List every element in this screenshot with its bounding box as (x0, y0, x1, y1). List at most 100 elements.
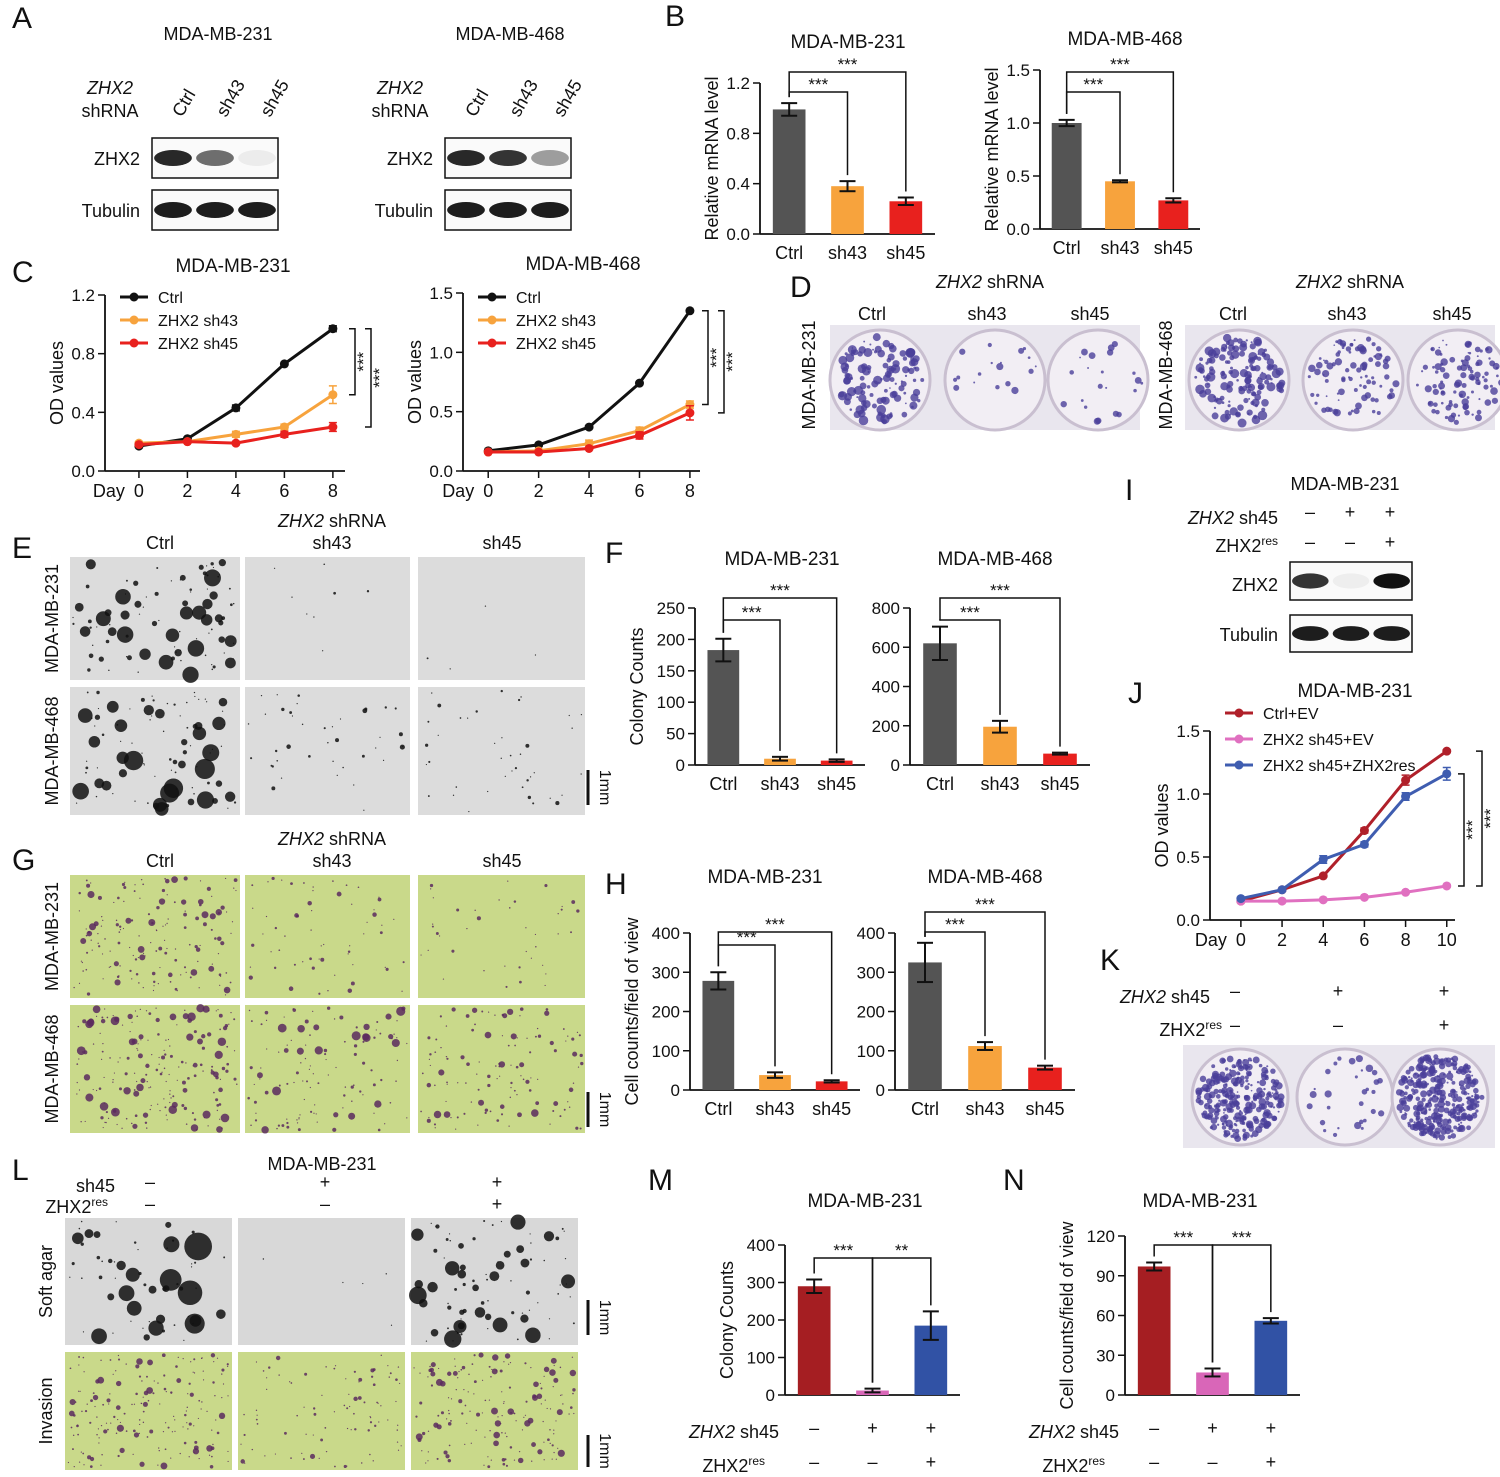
band (238, 150, 276, 166)
speck (164, 878, 166, 880)
label: – (1345, 532, 1355, 552)
colony (876, 405, 886, 415)
speck (169, 1045, 170, 1046)
speck (453, 795, 454, 796)
speck (344, 1041, 346, 1043)
speck (448, 1397, 449, 1398)
speck (501, 1113, 503, 1115)
speck (506, 1465, 508, 1467)
speck (100, 1360, 101, 1361)
colony (1420, 1090, 1427, 1097)
speck (396, 1020, 397, 1021)
speck (223, 1256, 225, 1258)
speck (554, 1049, 557, 1052)
speck (98, 896, 102, 900)
speck (289, 711, 292, 714)
speck (323, 563, 325, 565)
micrograph (418, 875, 585, 998)
colony (1389, 388, 1393, 392)
label: Tubulin (375, 201, 433, 221)
colony (973, 382, 975, 384)
colony (1265, 1121, 1271, 1127)
colony (1449, 357, 1455, 363)
speck (567, 1035, 568, 1036)
speck (431, 1384, 433, 1386)
colony (1399, 1110, 1402, 1113)
speck (439, 935, 440, 936)
colony (1228, 344, 1235, 351)
colony (1479, 1095, 1484, 1100)
colony (1204, 1113, 1210, 1119)
colony (1453, 403, 1458, 408)
colony (1351, 410, 1354, 413)
speck (454, 1288, 457, 1291)
colony (902, 412, 908, 418)
speck (215, 1098, 218, 1101)
colony (1212, 348, 1220, 356)
speck (221, 746, 222, 747)
y-tick-label: 300 (857, 963, 885, 982)
speck (472, 1280, 475, 1283)
speck (291, 596, 292, 597)
colony (1349, 343, 1353, 347)
speck (436, 932, 439, 935)
speck (101, 1261, 103, 1263)
speck (529, 1051, 531, 1053)
speck (399, 732, 403, 736)
speck (398, 1366, 399, 1367)
speck (152, 972, 156, 976)
speck (180, 974, 181, 975)
speck (523, 1417, 524, 1418)
colony (1446, 1057, 1451, 1062)
colony (1320, 1120, 1325, 1125)
label: ZHX2 (387, 149, 433, 169)
speck (437, 1415, 439, 1417)
colony (1258, 348, 1266, 356)
series-line (1241, 774, 1447, 899)
speck (162, 889, 165, 892)
speck (534, 772, 535, 773)
speck (146, 1376, 148, 1378)
x-tick-label: 6 (279, 481, 289, 501)
speck (373, 909, 374, 910)
dish (1048, 330, 1148, 430)
speck (211, 1353, 215, 1357)
speck (70, 1367, 72, 1369)
speck (557, 1448, 558, 1449)
speck (106, 1423, 107, 1424)
colony (1243, 398, 1248, 403)
speck (468, 1391, 469, 1392)
speck (179, 631, 180, 632)
band (489, 202, 527, 218)
speck (215, 1051, 223, 1059)
speck (555, 801, 559, 805)
speck (544, 1231, 554, 1241)
speck (396, 1037, 397, 1038)
speck (219, 1413, 225, 1419)
colony (1237, 1105, 1239, 1107)
speck (203, 571, 207, 575)
speck (437, 1458, 439, 1460)
speck (144, 1391, 149, 1396)
speck (252, 1449, 253, 1450)
speck (481, 1301, 485, 1305)
panel-letter: L (12, 1154, 29, 1187)
speck (116, 1381, 121, 1386)
colony (1378, 1110, 1384, 1116)
speck (76, 802, 77, 803)
speck (143, 1397, 144, 1398)
colony (1261, 1104, 1267, 1110)
speck (275, 927, 277, 929)
speck (395, 1080, 397, 1082)
speck (117, 626, 133, 642)
colony (1432, 384, 1436, 388)
x-axis-label: Day (1195, 930, 1227, 950)
speck (166, 1081, 167, 1082)
colony (850, 408, 853, 411)
speck (180, 715, 181, 716)
speck (85, 772, 87, 774)
speck (354, 1044, 357, 1047)
speck (257, 1423, 259, 1425)
speck (516, 1094, 517, 1095)
point (280, 359, 289, 368)
